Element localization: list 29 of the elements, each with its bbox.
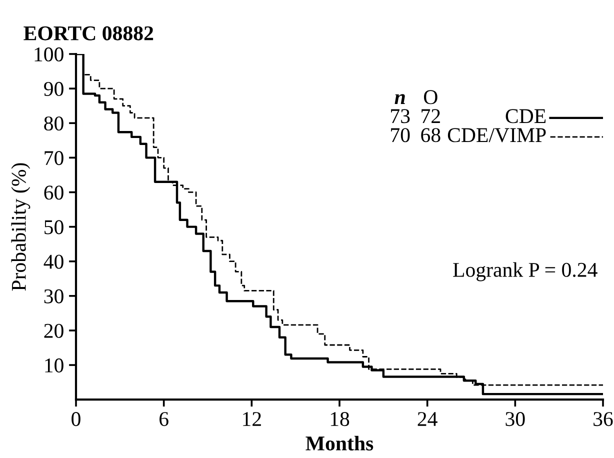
y-axis-title: Probability (%) — [11, 163, 30, 291]
y-tick-label: 100 — [34, 47, 64, 62]
y-tick-label: 10 — [45, 358, 64, 372]
x-tick-label: 30 — [506, 412, 525, 426]
annotation: 68 — [421, 128, 440, 142]
y-tick-label: 50 — [44, 220, 64, 234]
y-tick-label: 30 — [44, 289, 64, 304]
annotation: 72 — [422, 109, 440, 123]
x-tick-label: 36 — [594, 412, 613, 426]
annotation: n — [394, 94, 405, 104]
chart-title: EORTC 08882 — [24, 26, 154, 40]
y-tick-label: 60 — [44, 186, 64, 200]
legend-label: CDE/VIMP — [448, 128, 546, 142]
y-tick-label: 20 — [44, 324, 64, 338]
x-tick-label: 18 — [330, 412, 350, 426]
legend-label: CDE — [506, 109, 546, 124]
x-tick-label: 0 — [72, 412, 80, 426]
x-tick-label: 6 — [160, 412, 168, 426]
x-tick-label: 12 — [243, 412, 261, 426]
x-axis-title: Months — [306, 436, 374, 451]
y-tick-label: 70 — [44, 151, 64, 166]
annotation: 73 — [391, 109, 410, 124]
annotation: 70 — [391, 128, 410, 142]
x-tick-label: 24 — [418, 412, 438, 426]
y-tick-label: 90 — [44, 82, 64, 96]
y-tick-label: 80 — [44, 116, 64, 131]
annotation: O — [424, 90, 438, 104]
annotation: Logrank P = 0.24 — [453, 262, 598, 282]
y-tick-label: 40 — [44, 254, 64, 269]
